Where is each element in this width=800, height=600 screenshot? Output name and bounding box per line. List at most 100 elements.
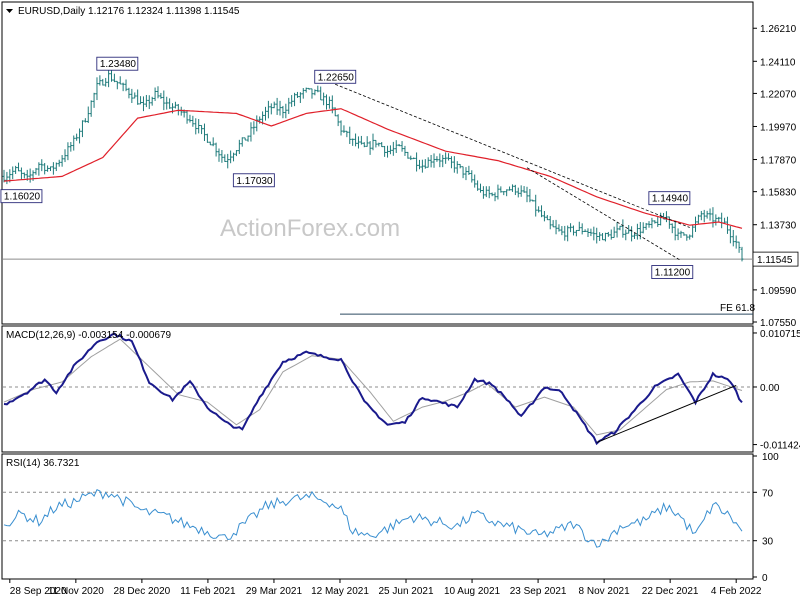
- ohlc-bar: [545, 215, 549, 221]
- price-header-text: EURUSD,Daily 1.12176 1.12324 1.11398 1.1…: [18, 6, 240, 17]
- ohlc-bar: [69, 141, 73, 152]
- ohlc-bar: [2, 169, 6, 183]
- ohlc-bar: [150, 96, 154, 106]
- ohlc-bar: [200, 124, 203, 135]
- ohlc-bar: [476, 180, 479, 191]
- ohlc-bar: [101, 78, 105, 86]
- ohlc-bar: [272, 101, 276, 109]
- ohlc-bar: [450, 156, 453, 169]
- swing-labels: 1.23480 1.16020 1.17030 1.22650 1.14940 1.112…: [0, 56, 694, 279]
- rsi-tick-label: 0: [762, 573, 768, 584]
- ohlc-bar: [551, 220, 555, 228]
- ohlc-bar: [113, 73, 116, 83]
- ohlc-bar: [325, 94, 328, 110]
- price-tick-label: 1.19970: [760, 122, 797, 133]
- ohlc-bar: [641, 222, 645, 234]
- ohlc-bar: [174, 101, 177, 109]
- price-trendlines: [335, 83, 690, 261]
- rsi-tick-label: 70: [762, 488, 774, 499]
- ohlc-bar: [711, 207, 715, 228]
- ohlc-bar: [275, 97, 279, 115]
- ohlc-bar: [51, 162, 55, 175]
- rsi-line: [3, 489, 753, 548]
- macd-header-text: MACD(12,26,9) -0.003154 -0.000679: [6, 330, 172, 341]
- ohlc-bar: [418, 159, 421, 170]
- ohlc-bar: [153, 87, 157, 101]
- ohlc-bar: [688, 234, 692, 240]
- ohlc-bar: [426, 157, 430, 168]
- ohlc-bar: [458, 163, 462, 169]
- ohlc-bar: [490, 192, 494, 197]
- ohlc-bar: [432, 153, 436, 168]
- ohlc-bar: [412, 157, 416, 160]
- ohlc-bar: [46, 165, 49, 172]
- ohlc-bar: [534, 194, 538, 217]
- ohlc-bar: [487, 186, 491, 199]
- ohlc-bar: [734, 235, 738, 249]
- ohlc-bar: [319, 86, 323, 101]
- ohlc-bar: [389, 145, 392, 155]
- ohlc-bar: [14, 165, 18, 174]
- ohlc-bar: [618, 225, 622, 231]
- ohlc-bar: [124, 79, 128, 92]
- ohlc-bar: [554, 219, 558, 235]
- ohlc-bar: [737, 241, 741, 253]
- ohlc-bar: [505, 189, 509, 197]
- ohlc-bar: [118, 76, 122, 85]
- ohlc-bar: [586, 228, 590, 238]
- ohlc-bar: [563, 225, 567, 241]
- watermark: ActionForex.com: [220, 215, 400, 242]
- ohlc-bar: [86, 106, 90, 124]
- ohlc-bar: [359, 135, 363, 145]
- ohlc-bar: [714, 214, 718, 226]
- ohlc-bar: [438, 153, 442, 168]
- rsi-tick-label: 30: [762, 537, 774, 548]
- ohlc-bar: [203, 123, 206, 142]
- ohlc-bar: [159, 92, 163, 99]
- ohlc-bar: [249, 122, 253, 142]
- ohlc-bar: [444, 152, 448, 164]
- swing-label-text: 1.22650: [318, 72, 355, 83]
- ohlc-bar: [702, 209, 706, 223]
- ohlc-bar: [537, 206, 541, 213]
- ohlc-bar: [351, 138, 355, 146]
- ohlc-bar: [525, 186, 529, 203]
- ohlc-bar: [528, 189, 532, 203]
- ohlc-bar: [81, 120, 84, 138]
- ohlc-bar: [223, 154, 227, 162]
- ohlc-bar: [11, 166, 15, 180]
- ohlc-bar: [420, 159, 424, 173]
- price-tick-label: 1.26210: [760, 24, 797, 35]
- dashed-trendline: [335, 83, 690, 228]
- swing-label-box: [648, 191, 691, 206]
- ohlc-bar: [255, 115, 259, 132]
- ohlc-bar: [400, 141, 404, 152]
- ohlc-bar: [147, 95, 151, 110]
- price-panel-frame: [1, 1, 754, 325]
- ohlc-bar: [636, 223, 639, 240]
- price-header: EURUSD,Daily 1.12176 1.12324 1.11398 1.1…: [6, 6, 240, 17]
- ohlc-bar: [519, 185, 523, 197]
- ohlc-bar: [278, 100, 282, 116]
- dropdown-triangle-icon[interactable]: [6, 9, 13, 13]
- ohlc-bar: [98, 75, 102, 86]
- x-tick-label: 11 Feb 2021: [180, 586, 236, 597]
- swing-label: 1.23480: [96, 56, 139, 71]
- ohlc-bar: [656, 216, 660, 227]
- ohlc-bar: [63, 149, 67, 163]
- price-tick-label: 1.24110: [760, 57, 796, 68]
- ohlc-bar: [345, 130, 349, 138]
- ohlc-bar: [267, 100, 270, 119]
- ohlc-bar: [522, 186, 526, 193]
- ohlc-bar: [685, 234, 689, 241]
- ohlc-bar: [296, 91, 299, 98]
- ohlc-bar: [708, 208, 712, 221]
- ma-line: [3, 108, 743, 229]
- price-y-axis: 1.26210 1.24110 1.22070 1.19970 1.17870 1.158…: [752, 24, 799, 329]
- ohlc-bar: [368, 141, 372, 155]
- ohlc-bar: [670, 223, 674, 234]
- ohlc-bar: [441, 154, 445, 168]
- ohlc-bar: [301, 88, 305, 99]
- ohlc-bar: [391, 141, 395, 156]
- ohlc-bar: [447, 153, 450, 161]
